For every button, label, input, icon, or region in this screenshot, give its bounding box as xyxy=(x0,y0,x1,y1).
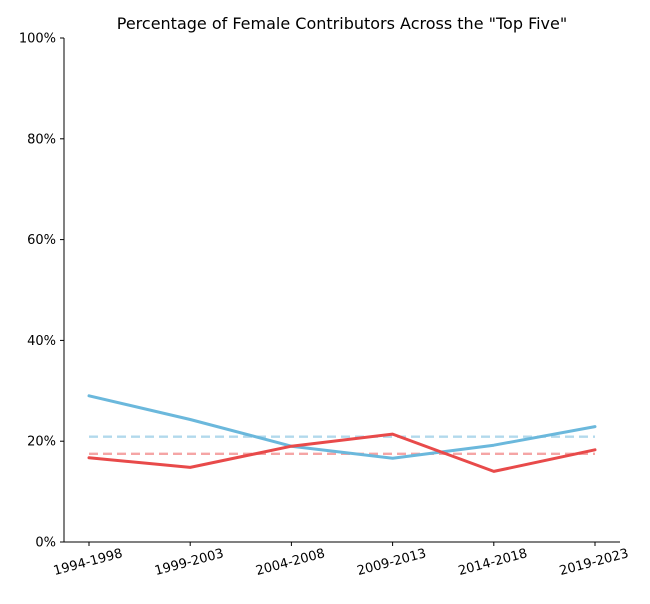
y-tick-label: 80% xyxy=(27,132,56,147)
x-tick-label: 1994-1998 xyxy=(52,546,124,579)
y-tick-label: 60% xyxy=(27,233,56,248)
x-tick-label: 1999-2003 xyxy=(153,546,225,579)
y-tick-label: 20% xyxy=(27,435,56,450)
series-line-1 xyxy=(87,432,597,473)
chart-title: Percentage of Female Contributors Across… xyxy=(117,14,567,33)
x-tick-label: 2014-2018 xyxy=(457,546,529,579)
x-tick-label: 2004-2008 xyxy=(254,546,326,579)
axes-layer: 0% 20% 40% 60% 80% 100% 1994-1998 1999-2003 2004… xyxy=(19,32,630,580)
y-tick-label: 0% xyxy=(35,536,56,551)
y-tick-label: 100% xyxy=(19,32,56,47)
x-tick-label: 2009-2013 xyxy=(356,546,428,579)
x-tick-label: 2019-2023 xyxy=(558,546,630,579)
series-layer xyxy=(87,394,597,473)
series-line-0 xyxy=(87,394,597,460)
y-tick-label: 40% xyxy=(27,334,56,349)
